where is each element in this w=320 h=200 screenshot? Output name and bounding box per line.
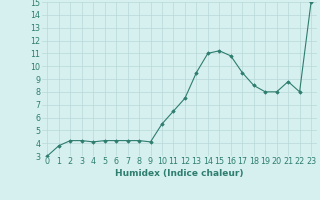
X-axis label: Humidex (Indice chaleur): Humidex (Indice chaleur): [115, 169, 244, 178]
